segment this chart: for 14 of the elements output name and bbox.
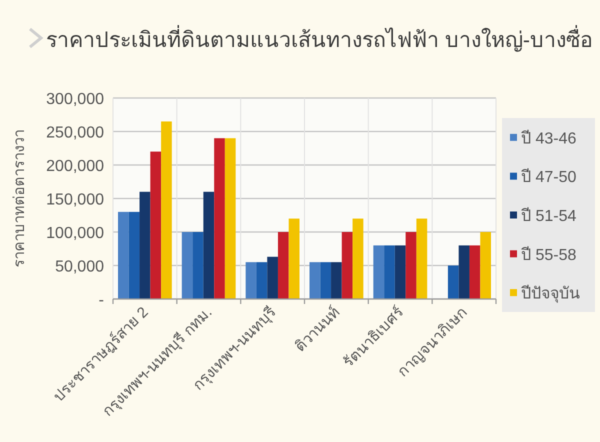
legend-label: ปี 47-50 — [521, 168, 576, 186]
y-axis-title: ราคาบาทต่อตารางวา — [11, 130, 28, 268]
y-tick-label: - — [98, 292, 104, 309]
y-tick-label: 50,000 — [55, 258, 104, 276]
y-tick-label: 300,000 — [46, 91, 104, 108]
legend-label: ปีปัจจุบัน — [521, 284, 580, 304]
legend-label: ปี 55-58 — [521, 246, 576, 264]
y-tick-label: 150,000 — [46, 192, 104, 208]
y-tick-label: 200,000 — [46, 158, 104, 175]
chart-title: ราคาประเมินที่ดินตามแนวเส้นทางรถไฟฟ้า บางใหญ่-บางซื่อ — [46, 25, 594, 52]
legend-label: ปี 51-54 — [521, 207, 576, 225]
legend-label: ปี 43-46 — [521, 129, 576, 148]
y-tick-label: 100,000 — [46, 225, 104, 242]
y-tick-label: 250,000 — [46, 124, 104, 142]
